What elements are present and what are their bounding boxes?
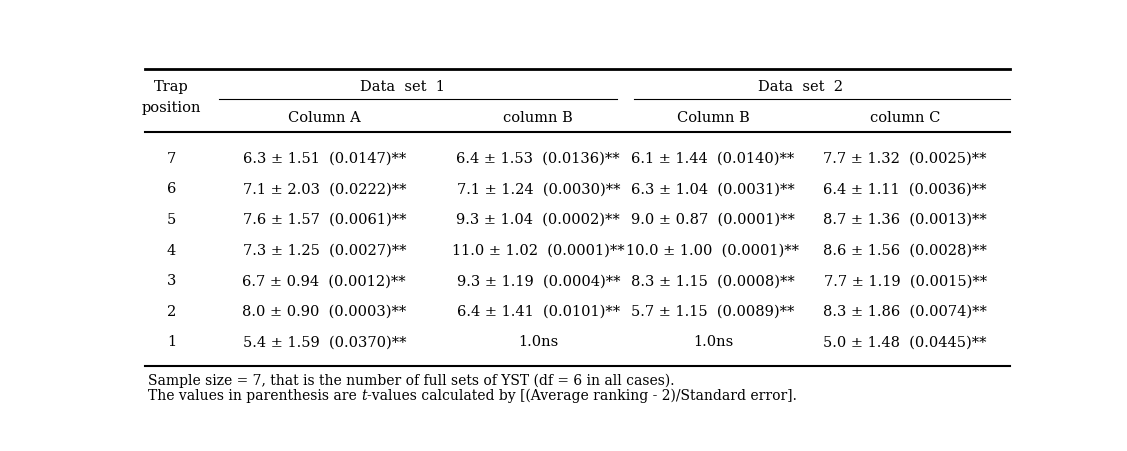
Text: 4: 4 (167, 243, 176, 257)
Text: Column B: Column B (676, 110, 749, 124)
Text: 10.0 ± 1.00  (0.0001)**: 10.0 ± 1.00 (0.0001)** (627, 243, 799, 257)
Text: 6.4 ± 1.11  (0.0036)**: 6.4 ± 1.11 (0.0036)** (824, 182, 987, 196)
Text: column B: column B (504, 110, 574, 124)
Text: 5: 5 (167, 212, 176, 226)
Text: Data  set  1: Data set 1 (361, 80, 445, 94)
Text: 11.0 ± 1.02  (0.0001)**: 11.0 ± 1.02 (0.0001)** (452, 243, 624, 257)
Text: -values calculated by [(Average ranking - 2)/Standard error].: -values calculated by [(Average ranking … (366, 388, 797, 402)
Text: 6.4 ± 1.41  (0.0101)**: 6.4 ± 1.41 (0.0101)** (456, 304, 620, 318)
Text: 7.7 ± 1.19  (0.0015)**: 7.7 ± 1.19 (0.0015)** (824, 274, 986, 288)
Text: 9.0 ± 0.87  (0.0001)**: 9.0 ± 0.87 (0.0001)** (631, 212, 795, 226)
Text: 5.4 ± 1.59  (0.0370)**: 5.4 ± 1.59 (0.0370)** (242, 335, 406, 349)
Text: 6.7 ± 0.94  (0.0012)**: 6.7 ± 0.94 (0.0012)** (242, 274, 406, 288)
Text: Trap: Trap (154, 80, 189, 94)
Text: 8.3 ± 1.15  (0.0008)**: 8.3 ± 1.15 (0.0008)** (631, 274, 795, 288)
Text: 6.3 ± 1.04  (0.0031)**: 6.3 ± 1.04 (0.0031)** (631, 182, 795, 196)
Text: 1.0ns: 1.0ns (693, 335, 733, 349)
Text: 5.7 ± 1.15  (0.0089)**: 5.7 ± 1.15 (0.0089)** (631, 304, 795, 318)
Text: 5.0 ± 1.48  (0.0445)**: 5.0 ± 1.48 (0.0445)** (824, 335, 987, 349)
Text: 7.1 ± 1.24  (0.0030)**: 7.1 ± 1.24 (0.0030)** (456, 182, 620, 196)
Text: 6.3 ± 1.51  (0.0147)**: 6.3 ± 1.51 (0.0147)** (242, 152, 406, 165)
Text: 2: 2 (167, 304, 176, 318)
Text: 6.4 ± 1.53  (0.0136)**: 6.4 ± 1.53 (0.0136)** (456, 152, 620, 165)
Text: 1.0ns: 1.0ns (518, 335, 558, 349)
Text: 7.7 ± 1.32  (0.0025)**: 7.7 ± 1.32 (0.0025)** (824, 152, 987, 165)
Text: 8.6 ± 1.56  (0.0028)**: 8.6 ± 1.56 (0.0028)** (823, 243, 987, 257)
Text: 9.3 ± 1.19  (0.0004)**: 9.3 ± 1.19 (0.0004)** (456, 274, 620, 288)
Text: 7: 7 (167, 152, 176, 165)
Text: 1: 1 (167, 335, 176, 349)
Text: t: t (361, 388, 366, 402)
Text: Sample size = 7, that is the number of full sets of YST (df = 6 in all cases).: Sample size = 7, that is the number of f… (148, 373, 674, 387)
Text: 3: 3 (167, 274, 176, 288)
Text: 8.7 ± 1.36  (0.0013)**: 8.7 ± 1.36 (0.0013)** (823, 212, 987, 226)
Text: 8.3 ± 1.86  (0.0074)**: 8.3 ± 1.86 (0.0074)** (823, 304, 987, 318)
Text: 6: 6 (167, 182, 176, 196)
Text: 9.3 ± 1.04  (0.0002)**: 9.3 ± 1.04 (0.0002)** (456, 212, 620, 226)
Text: 6.1 ± 1.44  (0.0140)**: 6.1 ± 1.44 (0.0140)** (631, 152, 795, 165)
Text: Column A: Column A (287, 110, 361, 124)
Text: column C: column C (870, 110, 940, 124)
Text: 7.3 ± 1.25  (0.0027)**: 7.3 ± 1.25 (0.0027)** (242, 243, 406, 257)
Text: 8.0 ± 0.90  (0.0003)**: 8.0 ± 0.90 (0.0003)** (242, 304, 407, 318)
Text: 7.6 ± 1.57  (0.0061)**: 7.6 ± 1.57 (0.0061)** (242, 212, 406, 226)
Text: position: position (142, 101, 202, 115)
Text: The values in parenthesis are: The values in parenthesis are (148, 388, 361, 402)
Text: 7.1 ± 2.03  (0.0222)**: 7.1 ± 2.03 (0.0222)** (242, 182, 406, 196)
Text: Data  set  2: Data set 2 (757, 80, 843, 94)
